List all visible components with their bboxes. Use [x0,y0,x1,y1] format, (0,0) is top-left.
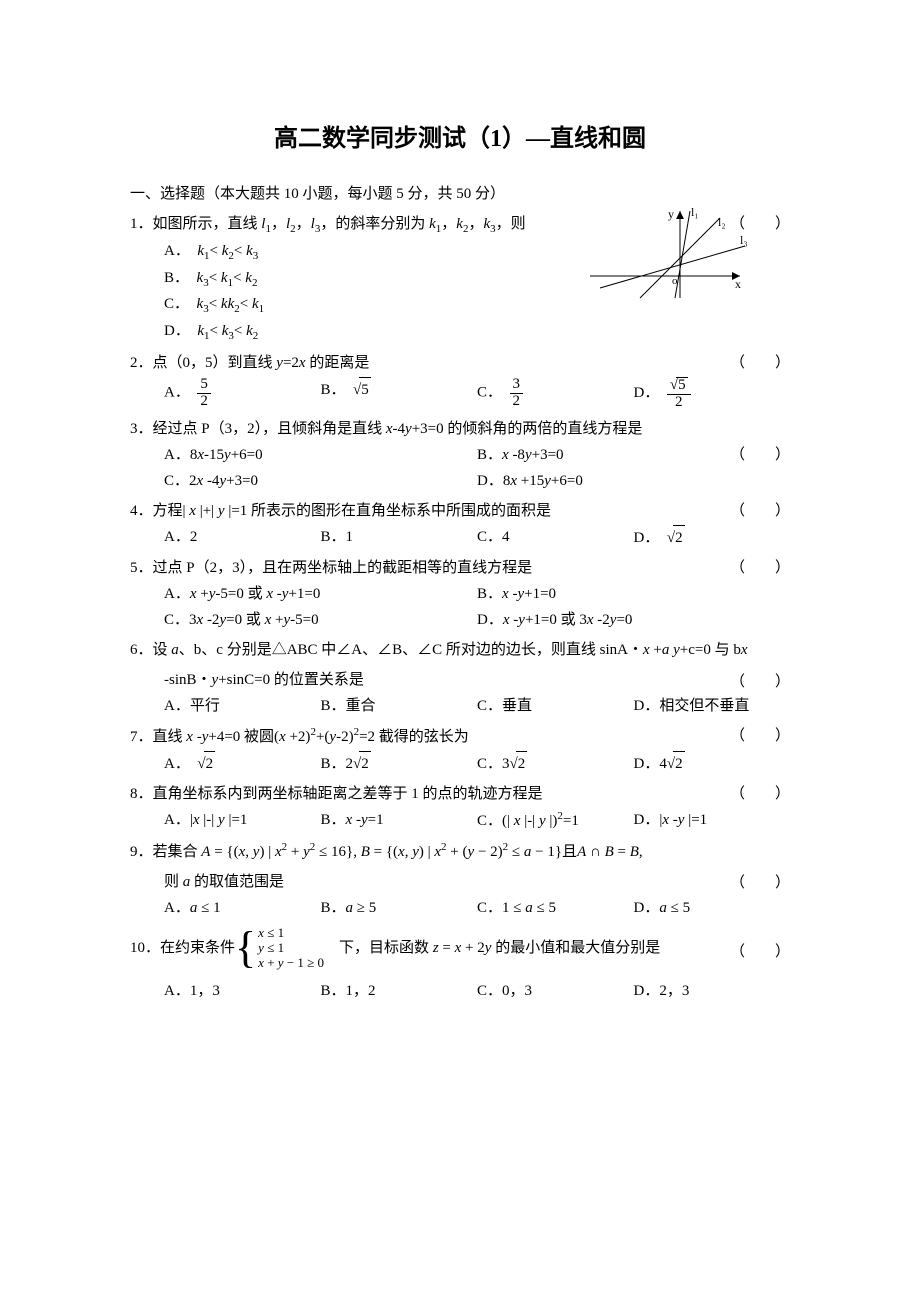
svg-text:l₃: l₃ [740,233,748,247]
p5-stem: 过点 P（2，3），且在两坐标轴上的截距相等的直线方程是 [153,560,533,576]
p5-optB: B．x -y+1=0 [477,582,790,606]
p10-post: 下，目标函数 z = x + 2y 的最小值和最大值分别是 [339,936,660,960]
problem-5: 5．过点 P（2，3），且在两坐标轴上的截距相等的直线方程是 （ ） A．x +… [130,556,790,632]
p4-num: 4． [130,503,153,519]
problem-7: 7．直线 x -y+4=0 被圆(x +2)2+(y-2)2=2 截得的弦长为 … [130,724,790,776]
p10-pre: 在约束条件 [160,936,235,960]
p6-stem1: 设 a、b、c 分别是△ABC 中∠A、∠B、∠C 所对边的边长，则直线 sin… [153,642,748,658]
p2-optC: C． 32 [477,377,634,411]
p9-optA: A．a ≤ 1 [164,896,321,920]
p10-optA: A．1，3 [164,979,321,1003]
p8-stem: 直角坐标系内到两坐标轴距离之差等于 1 的点的轨迹方程是 [153,786,543,802]
p3-stem: 经过点 P（3，2），且倾斜角是直线 x-4y+3=0 的倾斜角的两倍的直线方程… [153,421,643,437]
p9-blank: （ ） [730,871,790,895]
p4-optB: B．1 [321,525,478,550]
problem-3: 3．经过点 P（3，2），且倾斜角是直线 x-4y+3=0 的倾斜角的两倍的直线… [130,417,790,493]
problem-2: 2．点（0，5）到直线 y=2x 的距离是 （ ） A． 52 B． √5 C．… [130,351,790,411]
p10-optD: D．2，3 [634,979,791,1003]
p9-optB: B．a ≥ 5 [321,896,478,920]
problem-10: 10． 在约束条件 { x ≤ 1 y ≤ 1 x + y − 1 ≥ 0 下，… [130,926,790,1003]
p10-system: { x ≤ 1 y ≤ 1 x + y − 1 ≥ 0 [235,926,324,971]
p3-num: 3． [130,421,153,437]
p3-optD: D．8x +15y+6=0 [477,469,790,493]
p2-blank: （ ） [730,351,790,375]
p4-optD: D． √2 [634,525,791,550]
p10-optB: B．1，2 [321,979,478,1003]
p8-num: 8． [130,786,153,802]
p7-optB: B．2√2 [321,751,478,776]
problem-6: 6．设 a、b、c 分别是△ABC 中∠A、∠B、∠C 所对边的边长，则直线 s… [130,638,790,718]
p3-optC: C．2x -4y+3=0 [164,469,477,493]
p5-optD: D．x -y+1=0 或 3x -2y=0 [477,608,790,632]
section-1-header: 一、选择题（本大题共 10 小题，每小题 5 分，共 50 分） [130,182,790,206]
p7-optA: A． √2 [164,751,321,776]
p8-optA: A．|x |-| y |=1 [164,808,321,833]
problem-8: 8．直角坐标系内到两坐标轴距离之差等于 1 的点的轨迹方程是 （ ） A．|x … [130,782,790,833]
p4-optA: A．2 [164,525,321,550]
p2-optD: D． √52 [634,377,791,411]
p9-optC: C．1 ≤ a ≤ 5 [477,896,634,920]
p10-optC: C．0，3 [477,979,634,1003]
p10-blank: （ ） [730,940,790,964]
p9-optD: D．a ≤ 5 [634,896,791,920]
p7-optD: D．4√2 [634,751,791,776]
svg-text:y: y [668,207,674,221]
p4-blank: （ ） [730,499,790,523]
problem-1: 1．如图所示，直线 l1，l2，l3，的斜率分别为 k1，k2，k3，则 （ ）… [130,212,790,345]
p5-blank: （ ） [730,556,790,580]
svg-text:x: x [735,277,741,291]
p5-optC: C．3x -2y=0 或 x +y-5=0 [164,608,477,632]
p9-stem2: 则 a 的取值范围是 [164,874,284,890]
p8-blank: （ ） [730,782,790,806]
p5-num: 5． [130,560,153,576]
p2-optA: A． 52 [164,377,321,411]
p8-optC: C．(| x |-| y |)2=1 [477,808,634,833]
p4-optC: C．4 [477,525,634,550]
p1-stem: 如图所示，直线 l1，l2，l3，的斜率分别为 k1，k2，k3，则 [153,216,526,232]
p8-optB: B．x -y=1 [321,808,478,833]
figure-1: o x y l₁ l₂ l₃ [580,206,750,304]
p2-stem: 点（0，5）到直线 y=2x 的距离是 [153,355,370,371]
p7-num: 7． [130,729,153,745]
p10-num: 10． [130,936,160,960]
problem-4: 4．方程| x |+| y |=1 所表示的图形在直角坐标系中所围成的面积是 （… [130,499,790,550]
p8-optD: D．|x -y |=1 [634,808,791,833]
p7-stem: 直线 x -y+4=0 被圆(x +2)2+(y-2)2=2 截得的弦长为 [153,729,469,745]
p2-optB: B． √5 [321,377,478,411]
page-title: 高二数学同步测试（1）—直线和圆 [130,120,790,158]
p9-num: 9． [130,844,153,860]
p4-stem: 方程| x |+| y |=1 所表示的图形在直角坐标系中所围成的面积是 [153,503,552,519]
p6-optD: D．相交但不垂直 [634,694,791,718]
svg-text:o: o [672,275,678,287]
p6-optC: C．垂直 [477,694,634,718]
p6-optB: B．重合 [321,694,478,718]
p6-num: 6． [130,642,153,658]
p3-optA: A．8x-15y+6=0 [164,443,477,467]
p1-num: 1． [130,216,153,232]
svg-text:l₁: l₁ [691,206,699,219]
p7-optC: C．3√2 [477,751,634,776]
p6-optA: A．平行 [164,694,321,718]
p9-stem1: 若集合 A = {(x, y) | x2 + y2 ≤ 16}, B = {(x… [153,844,643,860]
p2-num: 2． [130,355,153,371]
p6-stem2: -sinB・y+sinC=0 的位置关系是 [164,672,364,688]
svg-text:l₂: l₂ [718,215,726,229]
p7-blank: （ ） [730,724,790,748]
p6-blank: （ ） [730,670,790,694]
p5-optA: A．x +y-5=0 或 x -y+1=0 [164,582,477,606]
p3-blank: （ ） [730,443,790,467]
p1-optD: D． k1< k3< k2 [164,319,790,346]
problem-9: 9．若集合 A = {(x, y) | x2 + y2 ≤ 16}, B = {… [130,839,790,920]
